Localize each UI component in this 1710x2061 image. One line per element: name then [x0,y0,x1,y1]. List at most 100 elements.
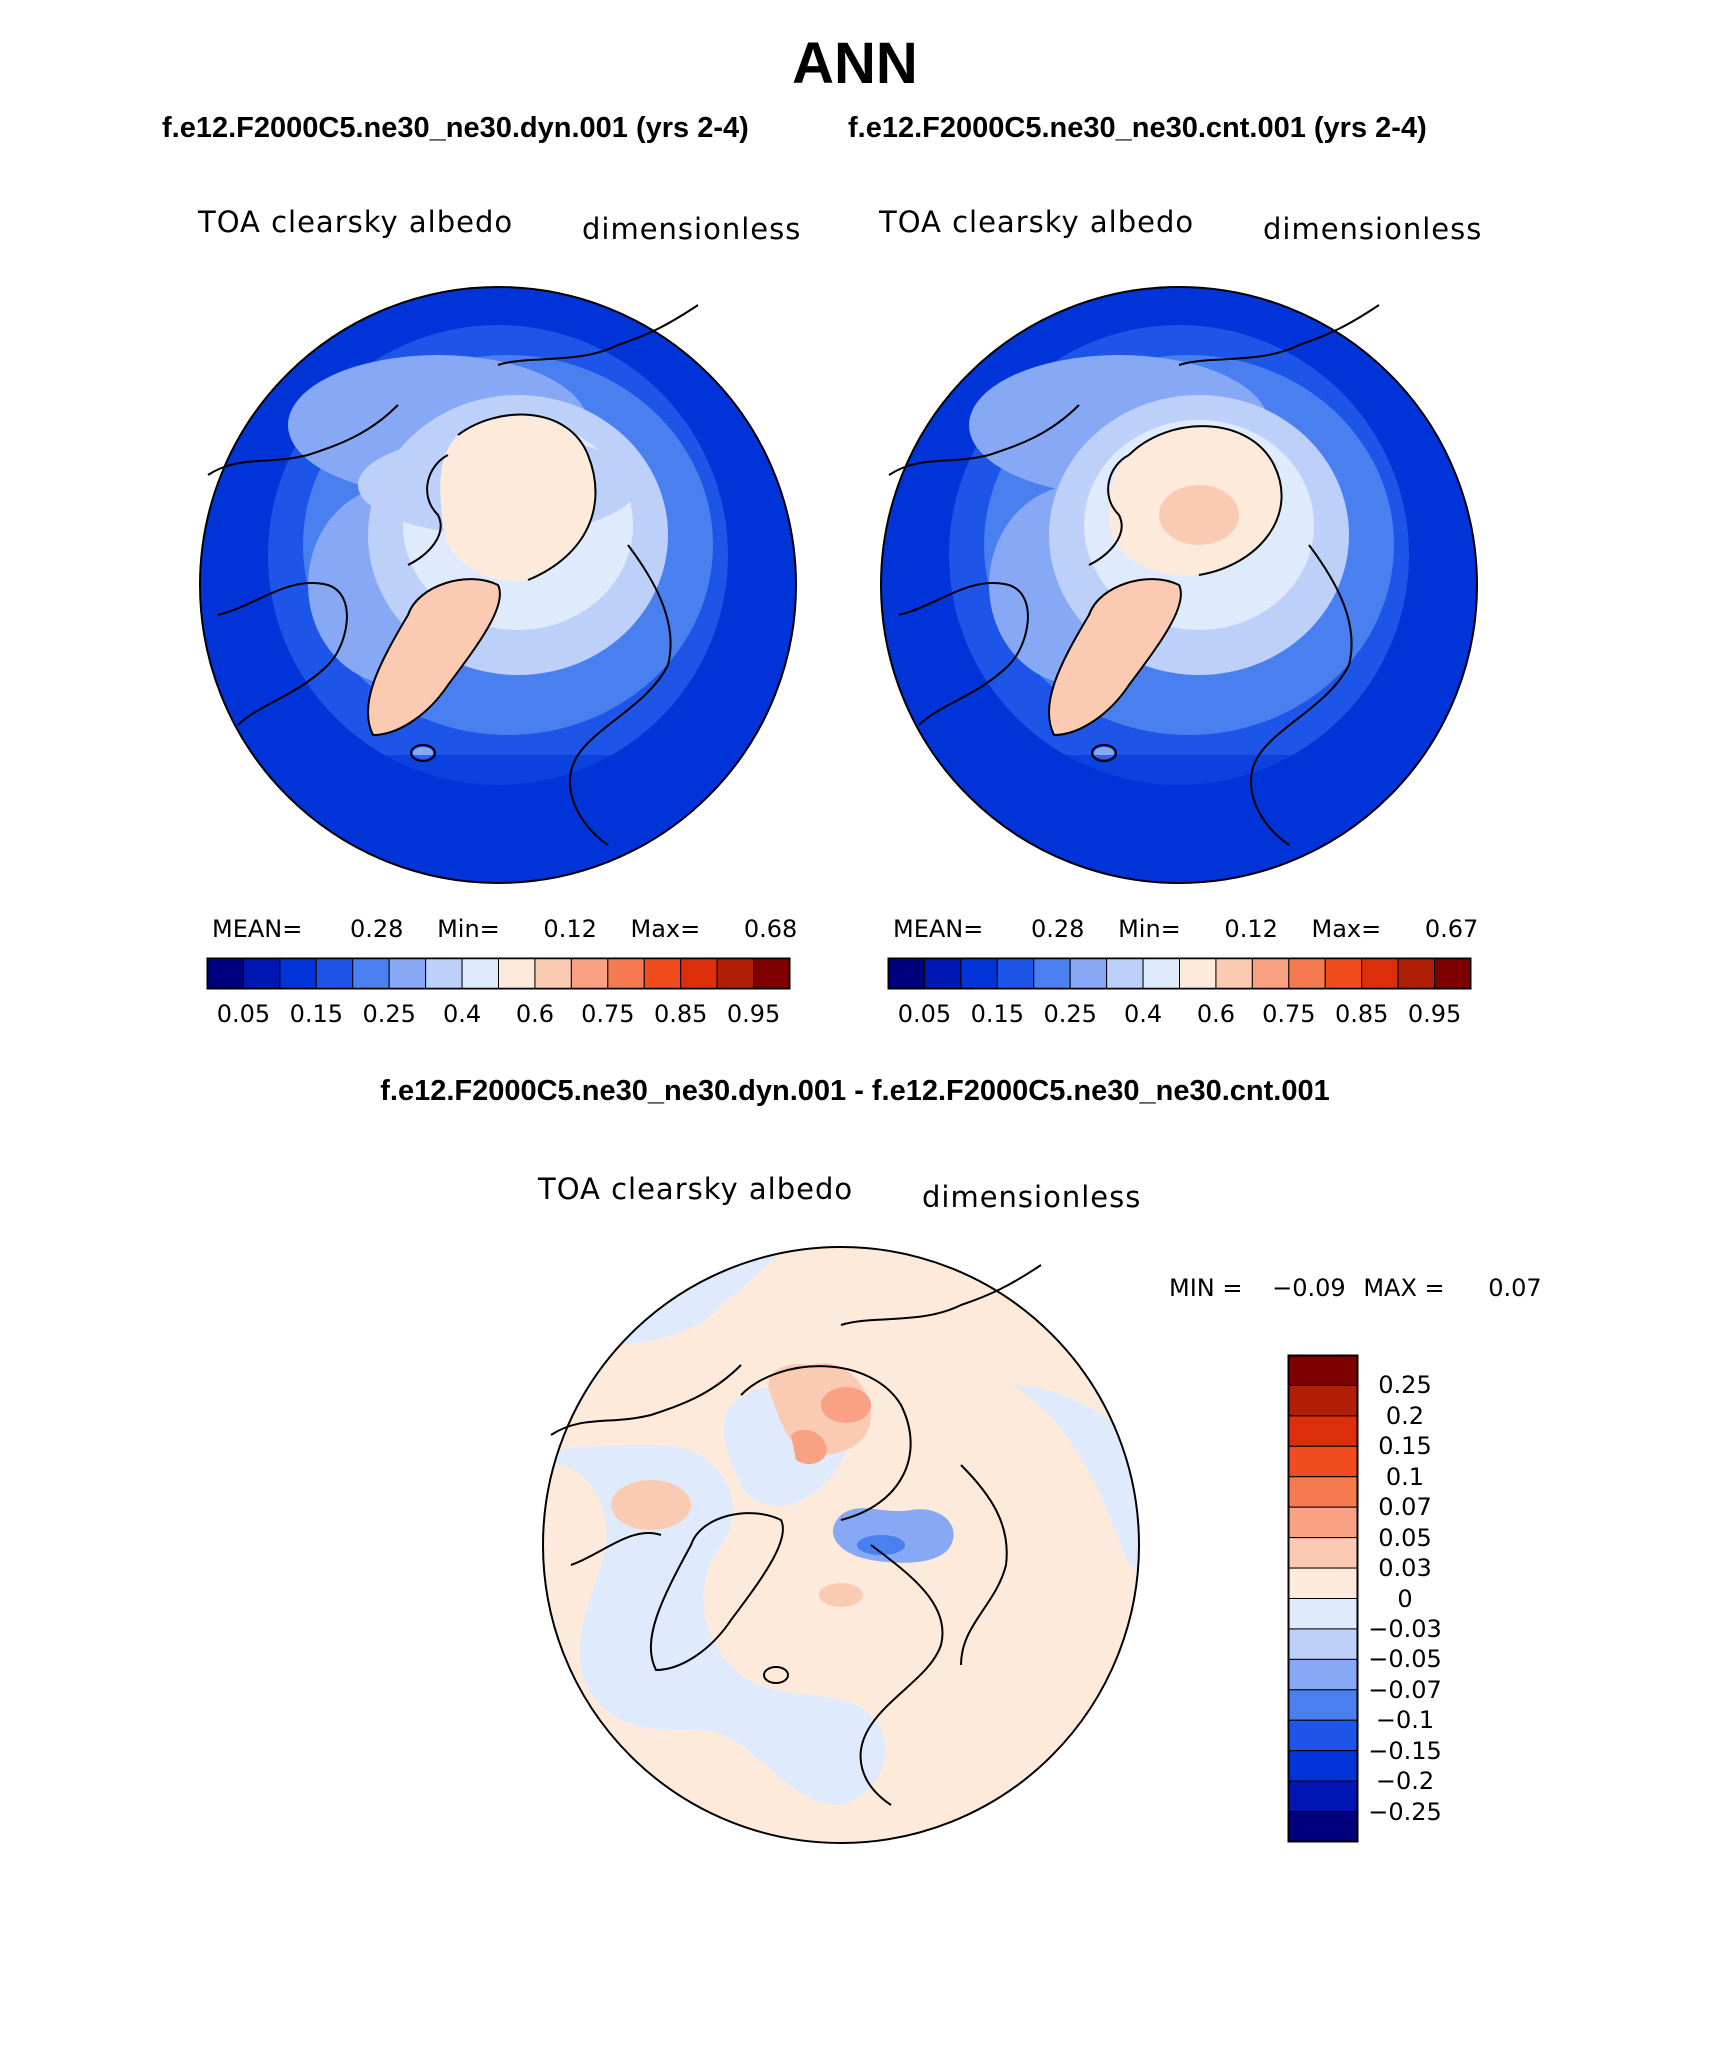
max-value: 0.07 [1488,1274,1542,1302]
colorbar-tick-label: 0.4 [1123,1000,1163,1028]
units-label-right: dimensionless [1263,212,1483,246]
colorbar-swatch [315,957,354,990]
colorbar-swatch [1287,1750,1359,1782]
colorbar-swatch [206,957,244,990]
min-value: 0.12 [1224,915,1278,943]
colorbar-swatch [279,957,317,990]
colorbar-swatch [1397,957,1436,990]
colorbar-tick-label: 0.95 [726,1000,781,1028]
colorbar-difference-label: 0.2 [1385,1401,1425,1430]
variable-label-left: TOA clearsky albedo [198,205,514,239]
colorbar-swatch [960,957,998,990]
colorbar-swatch [1287,1598,1359,1630]
colorbar-difference-label: 0.25 [1378,1371,1432,1400]
stats-left: MEAN= 0.28 Min= 0.12 Max= 0.68 [212,915,797,943]
colorbar-tick-label: 0.15 [289,1000,344,1028]
variable-label-diff: TOA clearsky albedo [538,1172,854,1206]
colorbar-ticks-right: 0.05 0.15 0.25 0.4 0.6 0.75 0.85 0.95 [0,1000,1710,1030]
colorbar-swatch [1287,1415,1359,1447]
colorbar-swatch [1142,957,1180,990]
colorbar-swatch [680,957,718,990]
max-label: MAX = [1363,1274,1445,1302]
colorbar-swatch [1215,957,1253,990]
colorbar-tick-label: 0.4 [442,1000,482,1028]
min-label: MIN = [1169,1274,1243,1302]
colorbar-tick-label: 0.6 [1196,1000,1236,1028]
min-label: Min= [1118,915,1181,943]
colorbar-swatch [534,957,572,990]
colorbar-difference-label: −0.07 [1368,1675,1442,1704]
min-label: Min= [437,915,500,943]
colorbar-tick-label: 0.25 [1043,1000,1097,1028]
colorbar-swatch [461,957,499,990]
colorbar-swatch [1287,1780,1359,1813]
colorbar-swatch [1287,1354,1359,1386]
colorbar-swatch [607,957,645,990]
units-label-left: dimensionless [582,212,802,246]
diff-minmax: MIN = −0.09 MAX = 0.07 [1169,1274,1542,1302]
colorbar-difference-label: 0 [1397,1584,1413,1613]
colorbar-swatch [1288,957,1326,990]
colorbar-swatch [643,957,682,990]
colorbar-swatch [352,957,390,990]
colorbar-ticks-left: 0.05 0.15 0.25 0.4 0.6 0.75 0.85 0.95 [0,1000,1710,1030]
colorbar-tick-label: 0.85 [653,1000,708,1028]
mean-value: 0.28 [1031,915,1085,943]
colorbar-tick-label: 0.25 [362,1000,416,1028]
min-value: 0.12 [543,915,597,943]
colorbar-swatch [1287,1811,1359,1843]
max-value: 0.67 [1424,915,1479,943]
colorbar-swatch [887,957,925,990]
colorbar-swatch [1287,1719,1359,1752]
colorbar-swatch [1287,1628,1359,1660]
colorbar-difference-label: 0.15 [1378,1432,1432,1461]
colorbar-difference-label: −0.05 [1368,1645,1442,1674]
colorbar-swatch [996,957,1035,990]
colorbar-swatch [388,957,427,990]
colorbar-difference-label: 0.03 [1378,1554,1432,1583]
colorbar-swatch [1179,957,1217,990]
colorbar-swatch [1324,957,1363,990]
max-label: Max= [630,915,701,943]
colorbar-swatch [923,957,962,990]
polar-map-right [880,286,1478,884]
colorbar-tick-label: 0.05 [216,1000,271,1028]
colorbar-swatch [1287,1506,1359,1539]
colorbar-tick-label: 0.15 [970,1000,1025,1028]
colorbar-difference-label: −0.1 [1375,1706,1435,1735]
colorbar-swatch [753,957,791,990]
variable-label-right: TOA clearsky albedo [879,205,1195,239]
colorbar-tick-label: 0.05 [897,1000,952,1028]
colorbar-swatch [1033,957,1071,990]
colorbar-difference-label: −0.15 [1368,1736,1442,1765]
colorbar-right [887,957,1472,990]
colorbar-swatch [1287,1658,1359,1691]
colorbar-swatch [1361,957,1399,990]
colorbar-difference-label: −0.25 [1368,1797,1442,1826]
colorbar-swatch [570,957,609,990]
colorbar-difference [1287,1354,1359,1843]
figure-title: ANN [792,31,918,96]
colorbar-tick-label: 0.75 [581,1000,635,1028]
colorbar-swatch [716,957,755,990]
mean-label: MEAN= [212,915,303,943]
colorbar-swatch [498,957,536,990]
mean-label: MEAN= [893,915,984,943]
polar-map-difference [542,1246,1140,1844]
colorbar-swatch [1287,1384,1359,1417]
colorbar-swatch [1251,957,1290,990]
colorbar-swatch [1287,1445,1359,1478]
colorbar-left [206,957,791,990]
colorbar-tick-label: 0.85 [1334,1000,1389,1028]
min-value: −0.09 [1272,1274,1346,1302]
colorbar-swatch [1287,1567,1359,1599]
colorbar-difference-label: −0.03 [1368,1614,1442,1643]
case-title-left: f.e12.F2000C5.ne30_ne30.dyn.001 (yrs 2-4… [162,112,749,144]
colorbar-tick-label: 0.6 [515,1000,555,1028]
colorbar-difference-label: 0.1 [1385,1462,1425,1491]
max-label: Max= [1311,915,1382,943]
colorbar-swatch [1434,957,1472,990]
colorbar-tick-label: 0.75 [1262,1000,1316,1028]
colorbar-swatch [242,957,281,990]
colorbar-difference-label: −0.2 [1375,1767,1435,1796]
